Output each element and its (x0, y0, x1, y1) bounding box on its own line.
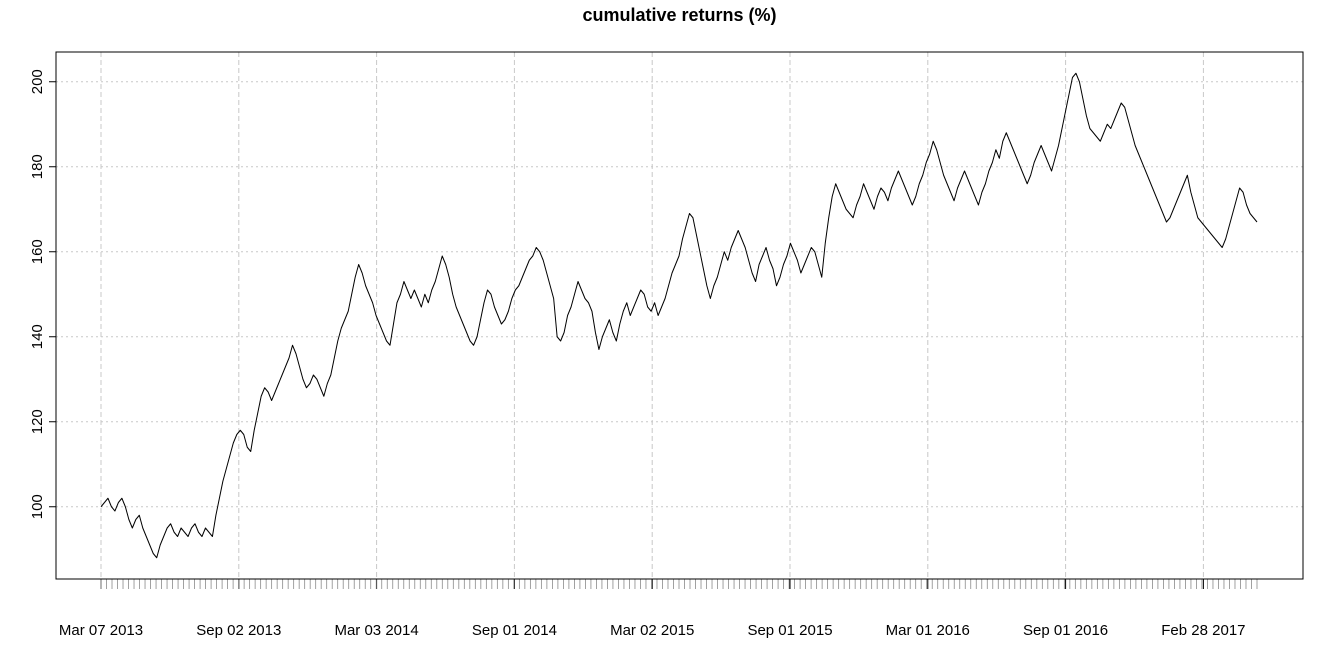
x-minor-ticks (100, 579, 1258, 589)
x-tick-label: Sep 01 2015 (747, 622, 832, 639)
y-tick-label: 120 (29, 409, 46, 434)
x-tick-label: Mar 01 2016 (886, 622, 970, 639)
x-tick-label: Sep 01 2016 (1023, 622, 1108, 639)
y-tick-label: 140 (29, 324, 46, 349)
y-tick-label: 180 (29, 154, 46, 179)
x-tick-label: Feb 28 2017 (1161, 622, 1245, 639)
series-layer (100, 72, 1258, 559)
x-tick-label: Sep 02 2013 (196, 622, 281, 639)
x-tick-label: Mar 02 2015 (610, 622, 694, 639)
y-tick-label: 160 (29, 239, 46, 264)
y-tick-label: 200 (29, 69, 46, 94)
y-tick-label: 100 (29, 494, 46, 519)
series-line (100, 72, 1258, 559)
grid-lines (56, 52, 1303, 579)
plot-border (55, 51, 1304, 580)
x-tick-label: Sep 01 2014 (472, 622, 557, 639)
x-tick-label: Mar 07 2013 (59, 622, 143, 639)
axes: 100 120 140 160 180 200 Mar 07 2013 Sep 02 2013… (29, 69, 1258, 639)
x-tick-label: Mar 03 2014 (334, 622, 418, 639)
chart-title: cumulative returns (%) (582, 5, 777, 25)
